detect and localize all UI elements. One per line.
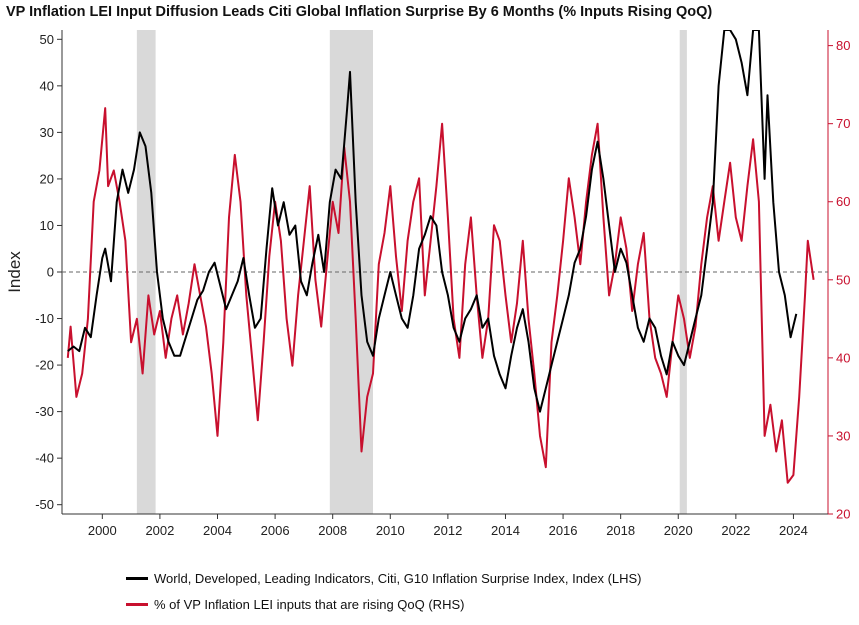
left-tick-label: 10 (40, 218, 54, 233)
x-tick-label: 2014 (491, 523, 520, 538)
tick-labels: 50403020100-10-20-30-40-5080706050403020… (35, 32, 850, 538)
left-tick-label: 40 (40, 78, 54, 93)
x-tick-label: 2020 (664, 523, 693, 538)
left-tick-label: -50 (35, 497, 54, 512)
y-axis-label: Index (5, 251, 24, 293)
left-tick-label: 50 (40, 32, 54, 47)
x-tick-label: 2016 (549, 523, 578, 538)
x-tick-label: 2012 (433, 523, 462, 538)
x-tick-label: 2008 (318, 523, 347, 538)
series-line-rhs (66, 107, 815, 484)
legend-item-lhs: World, Developed, Leading Indicators, Ci… (126, 565, 642, 591)
left-tick-label: 0 (47, 265, 54, 280)
x-tick-label: 2010 (376, 523, 405, 538)
right-tick-label: 60 (836, 194, 850, 209)
legend-label-lhs: World, Developed, Leading Indicators, Ci… (154, 570, 642, 586)
left-tick-label: -10 (35, 311, 54, 326)
series-line-lhs (67, 30, 798, 413)
x-tick-label: 2006 (261, 523, 290, 538)
right-tick-label: 80 (836, 38, 850, 53)
left-tick-label: -20 (35, 358, 54, 373)
x-tick-label: 2022 (721, 523, 750, 538)
legend-item-rhs: % of VP Inflation LEI inputs that are ri… (126, 591, 642, 617)
right-tick-label: 30 (836, 428, 850, 443)
series (66, 30, 815, 484)
legend-swatch-lhs (126, 576, 148, 580)
x-tick-label: 2000 (88, 523, 117, 538)
right-tick-label: 50 (836, 272, 850, 287)
right-tick-label: 70 (836, 116, 850, 131)
right-tick-label: 40 (836, 350, 850, 365)
left-tick-label: 20 (40, 171, 54, 186)
legend-label-rhs: % of VP Inflation LEI inputs that are ri… (154, 596, 465, 612)
right-tick-label: 20 (836, 507, 850, 522)
left-tick-label: -30 (35, 404, 54, 419)
legend: World, Developed, Leading Indicators, Ci… (126, 565, 642, 617)
left-tick-label: 30 (40, 125, 54, 140)
chart-title: VP Inflation LEI Input Diffusion Leads C… (6, 4, 713, 20)
x-tick-label: 2018 (606, 523, 635, 538)
x-tick-label: 2002 (145, 523, 174, 538)
x-tick-label: 2024 (779, 523, 808, 538)
left-tick-label: -40 (35, 451, 54, 466)
recession-band-2 (679, 30, 687, 514)
x-tick-label: 2004 (203, 523, 232, 538)
legend-swatch-rhs (126, 602, 148, 606)
